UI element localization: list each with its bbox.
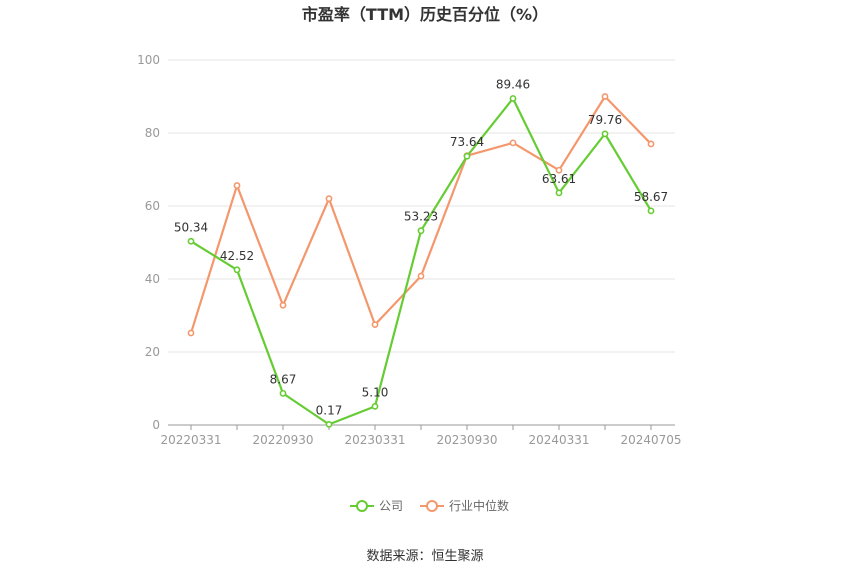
legend-item-0: 公司 — [350, 499, 403, 513]
series-1-point-5 — [417, 272, 425, 280]
series-line-0 — [190, 97, 652, 426]
data-label-3: 0.17 — [316, 403, 343, 417]
series-0-point-1 — [233, 266, 241, 274]
grid-layer — [168, 59, 675, 353]
data-label-6: 73.64 — [450, 135, 484, 149]
data-label-9: 79.76 — [588, 113, 622, 127]
legend-label-0: 公司 — [379, 499, 403, 513]
series-0-point-6 — [463, 152, 471, 160]
legend-marker-0 — [356, 500, 368, 512]
data-label-7: 89.46 — [496, 77, 530, 91]
series-1-point-3 — [325, 195, 333, 203]
data-label-8: 63.61 — [542, 172, 576, 186]
data-label-0: 50.34 — [174, 220, 208, 234]
series-1-point-10 — [647, 140, 655, 148]
series-1-point-4 — [371, 321, 379, 329]
data-label-5: 53.23 — [404, 210, 438, 224]
series-0-point-8 — [555, 189, 563, 197]
series-1-point-1 — [233, 182, 241, 189]
series-1-point-8 — [555, 166, 563, 174]
data-label-1: 42.52 — [220, 249, 254, 263]
y-tick-label-80: 80 — [145, 126, 160, 140]
series-0-point-3 — [325, 420, 333, 428]
series-layer — [187, 93, 655, 428]
series-0-point-2 — [279, 389, 287, 397]
series-0-point-0 — [187, 237, 195, 245]
series-1-point-9 — [601, 93, 609, 100]
series-0-point-9 — [601, 130, 609, 138]
legend-item-1: 行业中位数 — [420, 498, 509, 513]
series-0-point-10 — [647, 207, 655, 215]
legend-label-1: 行业中位数 — [449, 498, 509, 513]
x-tick-label-20220331: 20220331 — [160, 433, 221, 447]
data-label-10: 58.67 — [634, 190, 668, 204]
y-tick-label-20: 20 — [145, 345, 160, 359]
axis-layer: 0 20 40 60 80 100 20220331 20220930 20230331 2023… — [137, 53, 681, 447]
chart-title: 市盈率（TTM）历史百分位（%） — [302, 5, 548, 24]
y-tick-label-100: 100 — [137, 53, 160, 67]
series-0-point-4 — [371, 402, 379, 410]
series-1-point-2 — [279, 301, 287, 309]
data-label-2: 8.67 — [270, 372, 297, 386]
y-tick-label-60: 60 — [145, 199, 160, 213]
legend-marker-1 — [426, 500, 438, 512]
series-0-point-7 — [509, 95, 517, 102]
source-note: 数据来源：恒生聚源 — [366, 549, 483, 564]
x-tick-label-20220930: 20220930 — [252, 433, 313, 447]
series-0-point-5 — [417, 227, 425, 235]
legend: 公司 行业中位数 — [350, 498, 509, 513]
x-tick-label-20240331: 20240331 — [528, 433, 589, 447]
y-tick-label-40: 40 — [145, 272, 160, 286]
data-label-layer: 50.34 42.52 8.67 0.17 5.10 53.23 73.64 89.46 63.… — [174, 77, 668, 417]
series-1-point-0 — [187, 329, 195, 337]
data-label-4: 5.10 — [362, 385, 389, 399]
series-1-point-7 — [509, 139, 517, 147]
x-tick-label-20230331: 20230331 — [344, 433, 405, 447]
y-tick-label-0: 0 — [152, 418, 160, 432]
x-tick-label-20240705: 20240705 — [620, 433, 681, 447]
x-tick-label-20230930: 20230930 — [436, 433, 497, 447]
